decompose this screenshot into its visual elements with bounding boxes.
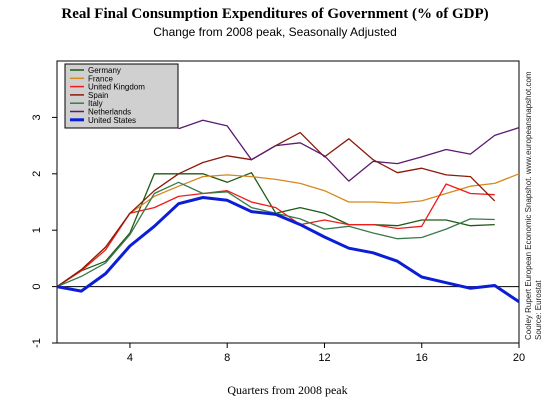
y-tick-label: 2: [31, 171, 43, 177]
series-line: [56, 181, 495, 288]
legend-label: Italy: [88, 99, 103, 108]
x-tick-label: 12: [318, 352, 330, 364]
series-line: [56, 196, 520, 304]
legend-label: Netherlands: [88, 108, 131, 117]
source-note: Cooley Rupert European Economic Snapshot…: [521, 60, 547, 340]
source-note-line: Cooley Rupert European Economic Snapshot…: [524, 71, 533, 340]
series-line: [56, 131, 496, 288]
legend-label: United States: [88, 116, 136, 125]
series-line: [56, 172, 495, 288]
plot-frame: [56, 60, 520, 344]
x-tick-label: 16: [416, 352, 428, 364]
legend-label: United Kingdom: [88, 83, 145, 92]
y-tick-label: 0: [31, 284, 43, 290]
legend-label: Germany: [88, 66, 121, 75]
x-tick-label: 8: [224, 352, 230, 364]
series-line: [178, 119, 520, 182]
x-axis-label: Quarters from 2008 peak: [227, 383, 348, 397]
legend-label: Spain: [88, 91, 108, 100]
series-line: [56, 173, 520, 288]
y-tick-label: 1: [31, 227, 43, 233]
y-tick-label: -1: [31, 338, 43, 348]
legend-box: [64, 63, 179, 129]
legend-label: France: [88, 74, 113, 83]
chart-title: Real Final Consumption Expenditures of G…: [61, 6, 489, 22]
y-tick-label: 3: [31, 114, 43, 120]
x-tick-label: 20: [513, 352, 525, 364]
source-note-line: Source: Eurostat: [534, 280, 543, 340]
chart-subtitle: Change from 2008 peak, Seasonally Adjust…: [153, 25, 397, 39]
x-tick-label: 4: [127, 352, 133, 364]
